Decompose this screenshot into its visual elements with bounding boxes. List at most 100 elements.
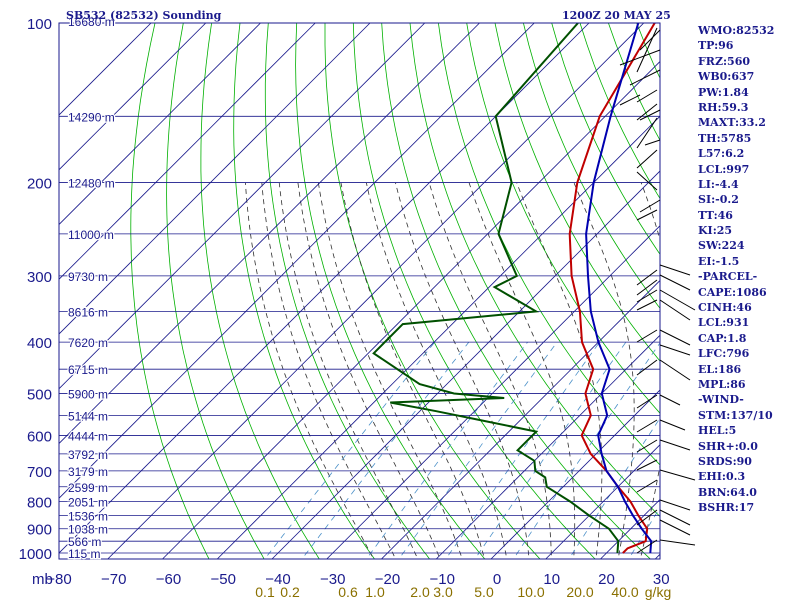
dry-adiabat-line	[233, 23, 376, 559]
dry-adiabat-line	[130, 23, 210, 559]
temperature-curve	[568, 23, 656, 554]
mixing-ratio-label: 20.0	[566, 584, 593, 600]
mixing-ratio-line	[568, 417, 660, 559]
pressure-tick-label: 1000	[19, 546, 52, 563]
isotherm-line	[161, 60, 660, 559]
isotherm-line	[59, 23, 535, 499]
isotherm-line	[271, 170, 660, 559]
mixing-ratio-label: 0.2	[280, 584, 300, 600]
parcel-curve	[585, 23, 653, 554]
pressure-tick-label: 200	[27, 176, 52, 193]
temperature-tick-label: −40	[265, 571, 290, 588]
mixing-ratio-line	[365, 341, 528, 559]
index-row: LCL:931	[698, 316, 750, 330]
height-label: 4444 m	[68, 429, 108, 443]
wind-barb-shaft	[636, 479, 658, 493]
index-row: BSHR:17	[698, 501, 755, 515]
index-row: EL:186	[698, 362, 742, 376]
isotherm-line	[326, 225, 660, 559]
index-row: KI:25	[698, 224, 733, 238]
index-row: -WIND-	[698, 393, 744, 407]
moist-adiabat-line	[297, 182, 441, 559]
height-label: 2051 m	[68, 496, 108, 510]
pressure-unit-label: mb	[32, 571, 53, 588]
wind-barb-flag	[659, 289, 696, 311]
index-row: STM:137/10	[698, 408, 773, 422]
temperature-tick-label: −60	[156, 571, 181, 588]
pressure-tick-label: 400	[27, 335, 52, 352]
index-row: CAP:1.8	[698, 331, 747, 345]
height-label: 5144 m	[68, 409, 108, 423]
height-label: 9730 m	[68, 270, 108, 284]
height-label: 115 m	[68, 547, 100, 561]
temperature-tick-label: 10	[543, 571, 560, 588]
height-label: 1536 m	[68, 510, 108, 524]
moist-adiabat-line	[639, 182, 660, 559]
dry-adiabat-line	[466, 23, 660, 414]
wind-barb-flag	[639, 109, 661, 121]
temperature-tick-label: −50	[211, 571, 236, 588]
wind-barb-shaft	[636, 117, 658, 149]
wind-barb-flag	[659, 519, 691, 536]
index-row: FRZ:560	[698, 54, 751, 68]
dry-adiabat-line	[494, 23, 660, 362]
isotherm-line	[107, 23, 645, 559]
index-row: RH:59.3	[698, 100, 749, 114]
index-row: TH:5785	[698, 131, 752, 145]
plot-frame	[58, 22, 661, 560]
mixing-ratio-label: 40.0	[611, 584, 638, 600]
wind-barb-flag	[659, 329, 691, 346]
moist-adiabat-line	[340, 182, 485, 559]
dry-adiabat-line	[166, 23, 265, 559]
isotherm-line	[380, 279, 660, 559]
height-label: 2599 m	[68, 481, 108, 495]
index-row: MPL:86	[698, 377, 746, 391]
mixing-ratio-label: 2.0	[410, 584, 430, 600]
station-title: SB532 (82532) Sounding	[66, 9, 222, 22]
wind-barb-flag	[639, 199, 661, 213]
isotherm-line	[59, 23, 152, 116]
index-row: WB0:637	[698, 70, 755, 84]
index-row: MAXT:33.2	[698, 116, 766, 130]
wind-barb-flag	[659, 439, 691, 451]
index-row: CAPE:1086	[698, 285, 767, 299]
wind-barb-shaft	[636, 289, 658, 303]
index-row: TT:46	[698, 208, 733, 222]
wind-barb-flag	[629, 69, 661, 86]
isotherm-line	[490, 389, 660, 559]
index-row: EI:-1.5	[698, 254, 740, 268]
wind-barb-shaft	[636, 171, 658, 191]
temperature-tick-label: 0	[493, 571, 501, 588]
index-row: LI:-4.4	[698, 177, 739, 191]
height-label: 5900 m	[68, 387, 108, 401]
wind-barb-shaft	[636, 103, 658, 121]
mixing-ratio-label: 1.0	[365, 584, 385, 600]
isotherm-line	[59, 23, 426, 390]
wind-barb-shaft	[636, 329, 658, 343]
wind-barb-shaft	[636, 439, 658, 453]
mixing-ratio-label: 5.0	[474, 584, 494, 600]
temperature-tick-label: −10	[430, 571, 455, 588]
wind-barb-shaft	[636, 394, 658, 409]
index-row: HEL:5	[698, 424, 737, 438]
wind-barb-flag	[619, 94, 641, 106]
isotherm-line	[59, 23, 262, 226]
isotherm-line	[545, 444, 660, 559]
isotherm-line	[59, 23, 371, 335]
dry-adiabat-line	[523, 23, 660, 309]
isotherm-line	[216, 115, 660, 559]
wind-barb-shaft	[636, 509, 658, 526]
isotherm-line	[59, 23, 481, 445]
wind-barb-flag	[659, 274, 691, 291]
wind-barb-flag	[659, 419, 686, 431]
height-label: 3792 m	[68, 448, 108, 462]
sounding-curves	[372, 23, 656, 554]
height-label: 3179 m	[68, 465, 108, 479]
mixing-ratio-line	[512, 342, 660, 559]
dry-adiabat-line	[409, 23, 660, 518]
dry-adiabat-line	[264, 23, 431, 559]
moist-adiabat-line	[428, 182, 552, 559]
index-row: -PARCEL-	[698, 270, 758, 284]
mixing-ratio-label: 0.6	[338, 584, 358, 600]
